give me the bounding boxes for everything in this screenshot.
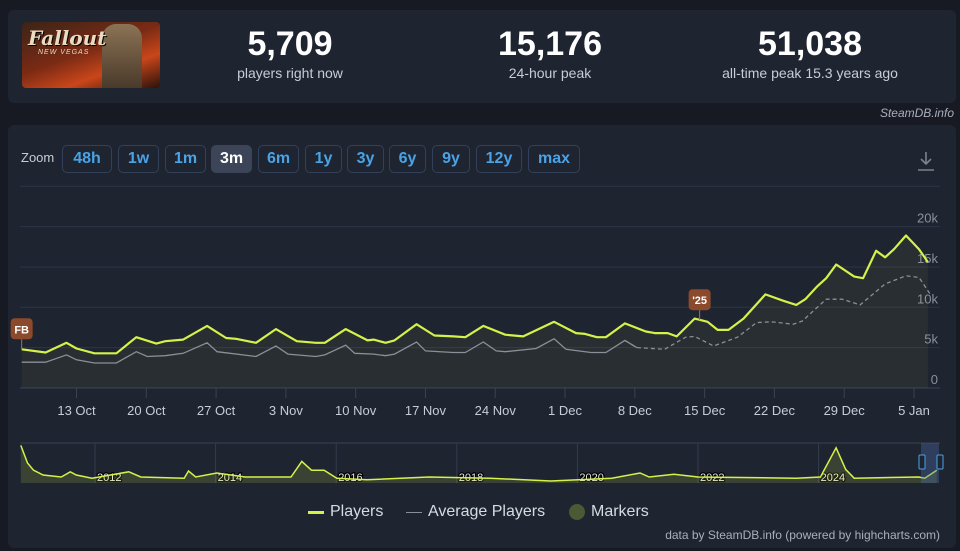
x-tick-label: 8 Dec <box>618 403 652 418</box>
navigator-year-label: 2016 <box>338 472 362 484</box>
zoom-button-48h[interactable]: 48h <box>62 145 112 173</box>
zoom-button-12y[interactable]: 12y <box>476 145 522 173</box>
average-players-line-dashed <box>624 275 932 350</box>
navigator-line <box>20 445 938 482</box>
x-tick-label: 17 Nov <box>405 403 447 418</box>
zoom-button-6m[interactable]: 6m <box>258 145 299 173</box>
navigator-year-label: 2024 <box>821 472 845 484</box>
zoom-button-1y[interactable]: 1y <box>305 145 342 173</box>
y-tick-label: 20k <box>917 211 938 226</box>
download-icon[interactable] <box>916 150 936 172</box>
marker-label: '25 <box>692 295 707 307</box>
navigator-selection[interactable] <box>921 443 939 483</box>
legend-label: Average Players <box>428 503 546 520</box>
zoom-button-3y[interactable]: 3y <box>347 145 384 173</box>
legend-average-players[interactable]: Average Players <box>406 503 545 521</box>
game-logo: Fallout <box>28 26 107 50</box>
x-tick-label: 10 Nov <box>335 403 377 418</box>
legend-players[interactable]: Players <box>308 503 383 521</box>
footer-credit[interactable]: data by SteamDB.info (powered by highcha… <box>665 528 940 542</box>
stats-header: Fallout NEW VEGAS 5,709 players right now… <box>8 10 956 103</box>
zoom-button-6y[interactable]: 6y <box>389 145 426 173</box>
y-tick-label: 5k <box>924 332 938 347</box>
marker-dot-icon <box>569 504 585 520</box>
stat-label: all-time peak 15.3 years ago <box>722 65 898 81</box>
marker-flag <box>688 289 711 311</box>
y-tick-label: 10k <box>917 291 938 306</box>
players-line <box>21 234 929 355</box>
game-cover-image[interactable]: Fallout NEW VEGAS <box>22 22 160 88</box>
zoom-button-9y[interactable]: 9y <box>432 145 470 173</box>
navigator-year-label: 2022 <box>700 472 724 484</box>
marker-flag <box>10 318 33 340</box>
x-tick-label: 3 Nov <box>269 403 303 418</box>
stat-value: 15,176 <box>498 25 602 63</box>
stat-current: 5,709 players right now <box>180 24 400 81</box>
x-tick-label: 1 Dec <box>548 403 582 418</box>
navigator-handle[interactable] <box>936 454 944 470</box>
x-tick-label: 27 Oct <box>197 403 236 418</box>
stat-value: 51,038 <box>758 25 862 63</box>
x-tick-label: 22 Dec <box>754 403 796 418</box>
x-tick-label: 13 Oct <box>57 403 96 418</box>
navigator-handle[interactable] <box>918 454 926 470</box>
steamdb-credit[interactable]: SteamDB.info <box>879 106 954 120</box>
courier-figure <box>102 24 142 88</box>
legend-label: Markers <box>591 503 649 520</box>
x-tick-label: 15 Dec <box>684 403 726 418</box>
zoom-button-1m[interactable]: 1m <box>165 145 206 173</box>
y-tick-label: 0 <box>931 372 938 387</box>
zoom-button-1w[interactable]: 1w <box>118 145 159 173</box>
game-logo-sub: NEW VEGAS <box>38 49 90 56</box>
stat-label: 24-hour peak <box>508 65 592 81</box>
legend-label: Players <box>330 503 384 520</box>
average-line-icon <box>406 511 422 513</box>
x-tick-label: 5 Jan <box>898 403 930 418</box>
x-tick-label: 20 Oct <box>127 403 166 418</box>
stat-label: players right now <box>237 65 343 81</box>
zoom-label: Zoom <box>21 150 55 165</box>
average-players-line <box>21 338 638 364</box>
x-tick-label: 29 Dec <box>824 403 866 418</box>
players-area <box>21 235 928 388</box>
zoom-button-3m[interactable]: 3m <box>211 145 252 173</box>
stat-all-time-peak: 51,038 all-time peak 15.3 years ago <box>700 24 920 81</box>
zoom-button-max[interactable]: max <box>528 145 580 173</box>
x-tick-label: 24 Nov <box>475 403 517 418</box>
stat-value: 5,709 <box>247 25 333 63</box>
navigator-area <box>20 445 937 483</box>
marker-label: FB <box>14 324 29 336</box>
navigator-year-label: 2020 <box>579 472 603 484</box>
stat-24h-peak: 15,176 24-hour peak <box>440 24 660 81</box>
legend-markers[interactable]: Markers <box>569 503 649 521</box>
players-line-icon <box>308 510 324 514</box>
